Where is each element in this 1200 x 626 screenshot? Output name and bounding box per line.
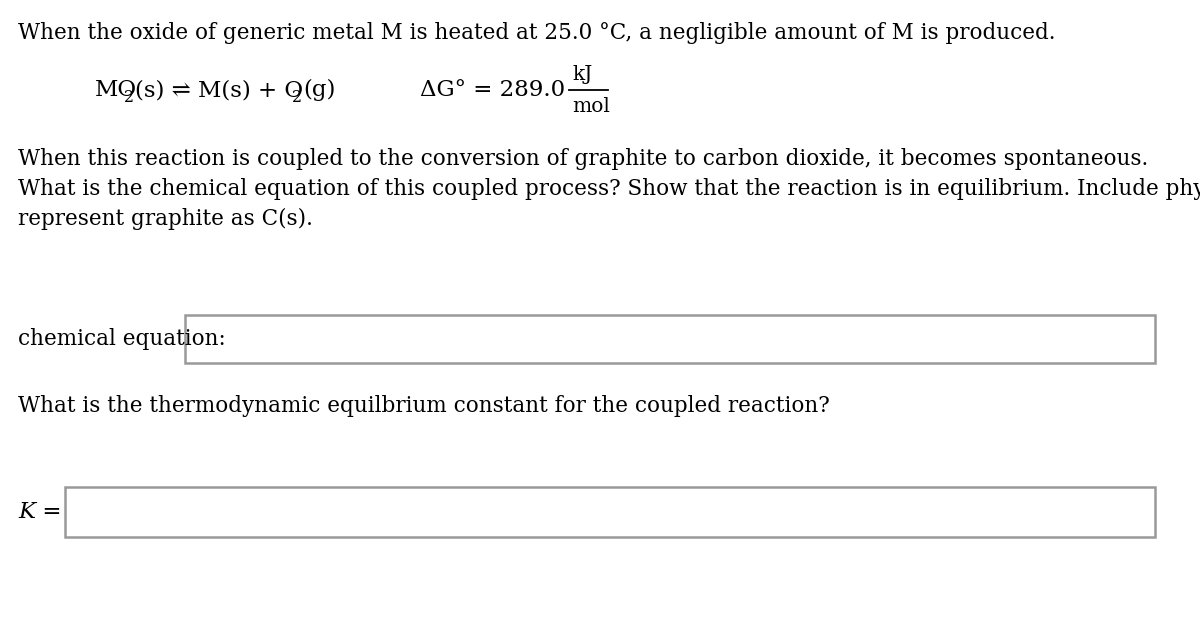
Text: 2: 2 <box>292 90 302 106</box>
Text: represent graphite as C(s).: represent graphite as C(s). <box>18 208 313 230</box>
Text: (s) ⇌ M(s) + O: (s) ⇌ M(s) + O <box>134 79 304 101</box>
FancyBboxPatch shape <box>65 487 1154 537</box>
Text: K =: K = <box>18 501 61 523</box>
Text: kJ: kJ <box>572 64 593 83</box>
FancyBboxPatch shape <box>185 315 1154 363</box>
Text: (g): (g) <box>302 79 335 101</box>
Text: chemical equation:: chemical equation: <box>18 328 226 350</box>
Text: What is the thermodynamic equilbrium constant for the coupled reaction?: What is the thermodynamic equilbrium con… <box>18 395 829 417</box>
Text: When this reaction is coupled to the conversion of graphite to carbon dioxide, i: When this reaction is coupled to the con… <box>18 148 1148 170</box>
Text: When the oxide of generic metal M is heated at 25.0 °C, a negligible amount of M: When the oxide of generic metal M is hea… <box>18 22 1056 44</box>
Text: What is the chemical equation of this coupled process? Show that the reaction is: What is the chemical equation of this co… <box>18 178 1200 200</box>
Text: ΔG° = 289.0: ΔG° = 289.0 <box>420 79 565 101</box>
Text: MO: MO <box>95 79 137 101</box>
Text: 2: 2 <box>124 90 134 106</box>
Text: mol: mol <box>572 96 610 116</box>
